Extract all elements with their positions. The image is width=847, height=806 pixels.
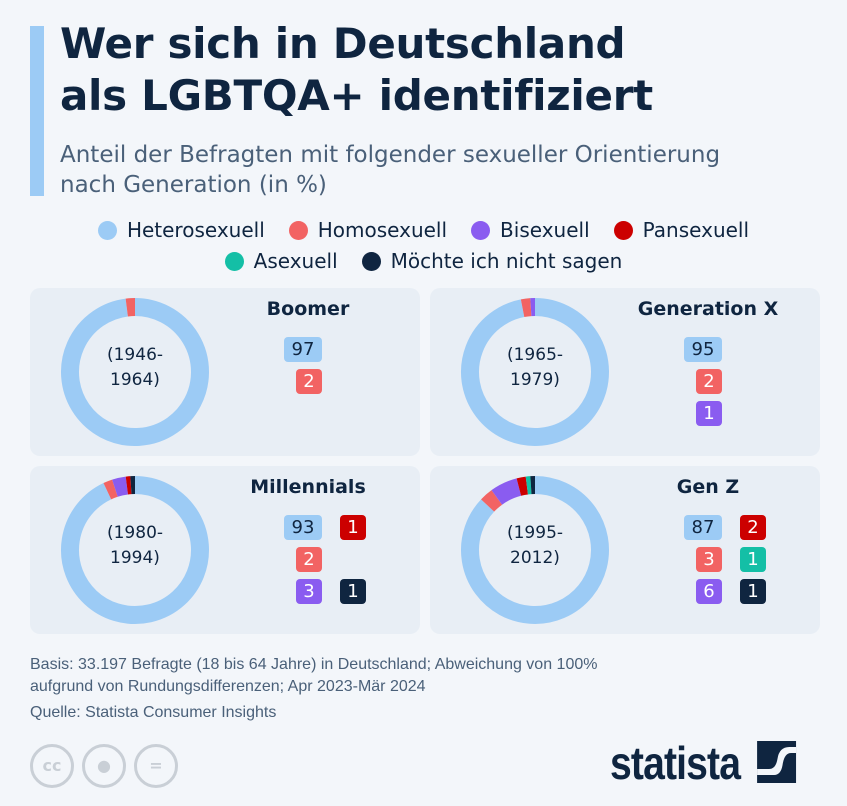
generation-name: Generation X: [637, 298, 779, 320]
donut-segment: [61, 298, 209, 446]
donut-chart: [61, 476, 209, 624]
cc-icon[interactable]: cc: [30, 744, 74, 788]
donut-segment: [112, 476, 129, 497]
panel-millennials: (1980- 1994) Millennials 93 2 3 1 1: [30, 466, 420, 634]
statista-logo-icon: [756, 741, 797, 783]
legend-item: Homosexuell: [288, 218, 448, 242]
donut-segment: [516, 476, 529, 496]
value-label: 2: [296, 369, 322, 394]
value-label: 1: [740, 547, 766, 572]
legend-item: Asexuell: [224, 249, 338, 273]
donut-segment: [125, 298, 136, 317]
donut-segment: [461, 298, 609, 446]
generation-name: Boomer: [266, 298, 350, 320]
legend-swatch: [613, 220, 633, 240]
value-label: 1: [696, 401, 722, 426]
legend-swatch: [97, 220, 117, 240]
subtitle-line-1: Anteil der Befragten mit folgender sexue…: [60, 142, 721, 168]
value-label: 95: [684, 337, 722, 362]
legend-label: Heterosexuell: [126, 218, 265, 242]
donut-segment: [520, 298, 532, 318]
by-icon[interactable]: ●: [82, 744, 126, 788]
legend-swatch: [224, 251, 244, 271]
panel-boomer: (1946- 1964) Boomer 97 2: [30, 288, 420, 456]
nd-icon[interactable]: =: [134, 744, 178, 788]
generation-name: Gen Z: [676, 476, 740, 498]
legend-swatch: [361, 251, 381, 271]
page-title: Wer sich in Deutschland als LGBTQA+ ident…: [60, 18, 653, 122]
legend-label: Möchte ich nicht sagen: [390, 249, 623, 273]
value-label: 6: [696, 579, 722, 604]
legend-label: Homosexuell: [317, 218, 448, 242]
footer-source: Quelle: Statista Consumer Insights: [30, 704, 277, 721]
statista-logo[interactable]: statista: [610, 736, 797, 790]
panel-gen-z: (1995- 2012) Gen Z 87 3 6 2 1 1: [430, 466, 820, 634]
value-label: 2: [740, 515, 766, 540]
value-label: 3: [296, 579, 322, 604]
generation-years: (1995- 2012): [506, 523, 564, 568]
donut-chart: [461, 476, 609, 624]
value-label: 97: [284, 337, 322, 362]
donut-segment: [61, 476, 209, 624]
legend-item: Möchte ich nicht sagen: [361, 249, 623, 273]
panel-generation-x: (1965- 1979) Generation X 95 2 1: [430, 288, 820, 456]
value-label: 1: [340, 515, 366, 540]
footer-basis: Basis: 33.197 Befragte (18 bis 64 Jahre)…: [30, 654, 597, 698]
legend-label: Asexuell: [253, 249, 338, 273]
donut-segment: [103, 479, 118, 500]
legend-item: Heterosexuell: [97, 218, 265, 242]
legend-row-2: Asexuell Möchte ich nicht sagen: [0, 249, 847, 276]
donut-segment: [481, 490, 503, 512]
title-line-2: als LGBTQA+ identifiziert: [60, 71, 653, 120]
value-label: 1: [740, 579, 766, 604]
donut-segment: [491, 478, 522, 505]
legend-swatch: [471, 220, 491, 240]
basis-line-2: aufgrund von Rundungsdifferenzen; Apr 20…: [30, 678, 426, 695]
legend-row-1: Heterosexuell Homosexuell Bisexuell Pansexu…: [0, 218, 847, 245]
value-label: 3: [696, 547, 722, 572]
generation-years: (1965- 1979): [506, 345, 564, 390]
value-label: 2: [696, 369, 722, 394]
donut-segment: [461, 476, 609, 624]
value-label: 93: [284, 515, 322, 540]
legend-swatch: [288, 220, 308, 240]
legend-label: Bisexuell: [500, 218, 590, 242]
value-label: 87: [684, 515, 722, 540]
legend-item: Pansexuell: [613, 218, 750, 242]
legend-item: Bisexuell: [471, 218, 590, 242]
generation-name: Millennials: [250, 476, 366, 498]
donut-chart: [61, 298, 209, 446]
subtitle: Anteil der Befragten mit folgender sexue…: [60, 140, 720, 200]
value-label: 1: [340, 579, 366, 604]
basis-line-1: Basis: 33.197 Befragte (18 bis 64 Jahre)…: [30, 656, 598, 673]
subtitle-line-2: nach Generation (in %): [60, 172, 327, 198]
logo-text: statista: [610, 737, 741, 789]
generation-years: (1980- 1994): [106, 523, 164, 568]
generation-years: (1946- 1964): [106, 345, 164, 390]
donut-chart: [461, 298, 609, 446]
title-line-1: Wer sich in Deutschland: [60, 19, 626, 68]
accent-bar: [30, 26, 44, 196]
value-label: 2: [296, 547, 322, 572]
legend-label: Pansexuell: [642, 218, 750, 242]
